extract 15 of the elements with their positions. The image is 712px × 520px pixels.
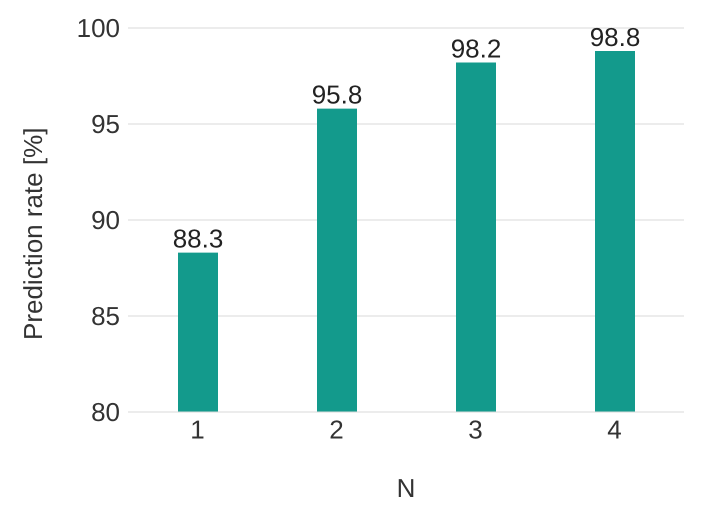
- x-tick-label: 4: [607, 414, 622, 444]
- data-label: 95.8: [312, 80, 362, 110]
- data-label: 98.2: [450, 34, 502, 64]
- y-tick-label: 85: [91, 301, 120, 332]
- x-tick-label: 3: [468, 414, 483, 444]
- y-tick-label: 80: [91, 397, 120, 428]
- data-label: 98.8: [590, 22, 640, 52]
- x-tick-label: 1: [190, 414, 205, 444]
- y-axis-title: Prediction rate [%]: [18, 128, 48, 340]
- y-tick-label: 90: [91, 205, 120, 236]
- x-tick-label: 2: [329, 414, 344, 444]
- y-tick-label: 100: [76, 13, 120, 44]
- y-tick-label: 95: [91, 109, 120, 140]
- x-axis-title: N: [396, 473, 416, 503]
- data-label: 88.3: [172, 224, 224, 254]
